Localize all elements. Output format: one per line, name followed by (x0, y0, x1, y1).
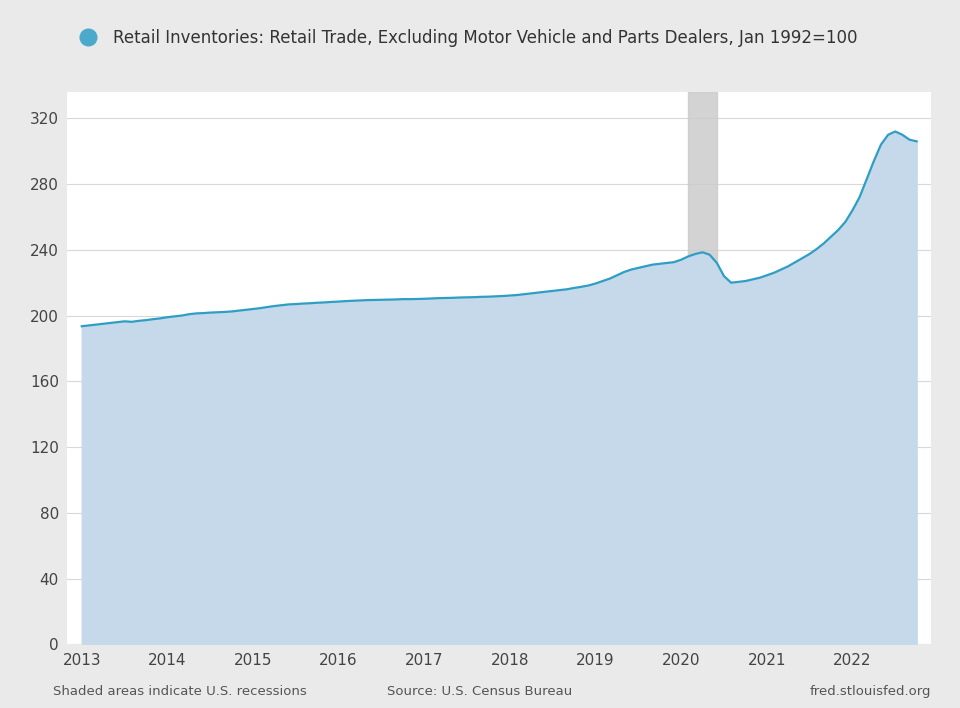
Bar (688, 92, 717, 644)
Text: fred.stlouisfed.org: fred.stlouisfed.org (809, 685, 931, 698)
Text: Source: U.S. Census Bureau: Source: U.S. Census Bureau (388, 685, 572, 698)
Text: Shaded areas indicate U.S. recessions: Shaded areas indicate U.S. recessions (53, 685, 306, 698)
Legend: Retail Inventories: Retail Trade, Excluding Motor Vehicle and Parts Dealers, Jan: Retail Inventories: Retail Trade, Exclud… (71, 28, 857, 47)
